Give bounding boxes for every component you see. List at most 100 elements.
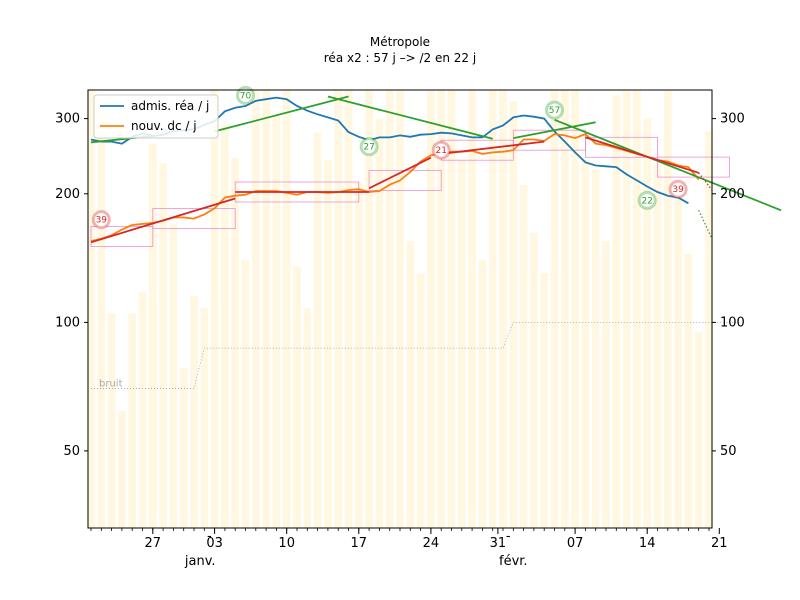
background-bar (571, 90, 579, 528)
background-bar (334, 90, 342, 528)
background-bar (355, 183, 363, 528)
annotation-bubble: 70 (236, 85, 255, 105)
background-bar (674, 193, 682, 529)
background-bar (684, 253, 693, 528)
background-bar (365, 90, 373, 528)
annotation-label: 70 (240, 91, 252, 101)
y-tick-label: 50 (63, 444, 80, 459)
trend-line (554, 118, 782, 212)
background-bar (396, 90, 404, 528)
x-tick-label: 17 (351, 536, 368, 551)
background-bar (416, 273, 425, 528)
y-tick-label: 50 (720, 444, 737, 459)
background-bar (561, 90, 569, 528)
background-bar (509, 100, 518, 529)
weekly-box (152, 208, 236, 230)
background-bar (200, 308, 209, 528)
x-month-label: févr. (499, 554, 528, 569)
background-bar (427, 90, 435, 528)
annotation-bubble: 39 (668, 179, 688, 199)
background-bar (375, 118, 384, 528)
background-bar (252, 90, 260, 528)
x-tick-label: 31 (490, 536, 507, 551)
background-bar (169, 223, 178, 528)
weekly-box (585, 136, 658, 158)
annotation-bubble: 21 (431, 140, 451, 160)
background-bar (458, 160, 466, 528)
annotation-label: 27 (363, 143, 374, 153)
background-bar (488, 90, 497, 528)
x-tick-label: 27 (145, 536, 162, 551)
extrapolation-line (698, 172, 713, 191)
background-bar (694, 331, 703, 528)
background-bar (406, 241, 415, 528)
series-line-dc (90, 133, 700, 242)
background-bar (540, 273, 548, 528)
legend-label-rea: admis. réa / j (131, 99, 209, 113)
background-bar (221, 124, 229, 529)
legend-frame (93, 94, 219, 139)
x-tick-label: 03 (206, 536, 223, 551)
background-bar (664, 90, 672, 528)
background-bar (303, 308, 312, 528)
noise-line (91, 321, 740, 389)
background-bar (612, 95, 621, 529)
background-bar (344, 90, 353, 528)
chart-title: Métropole (370, 35, 430, 49)
background-bar (159, 163, 167, 528)
background-bar (231, 157, 239, 528)
y-tick-label: 100 (720, 315, 745, 330)
background-bar (241, 260, 250, 528)
background-bar (313, 132, 322, 528)
background-bar (468, 90, 476, 528)
background-bar (179, 368, 188, 528)
background-bar (210, 90, 219, 528)
legend-label-dc: nouv. dc / j (131, 119, 197, 133)
background-bar (282, 90, 291, 528)
annotation-label: 39 (96, 216, 108, 226)
background-bar (530, 232, 538, 528)
y-axis-right: 50 100 200 300 (712, 112, 745, 459)
background-bar (705, 131, 713, 528)
background-bar (581, 160, 590, 528)
annotation-bubble: 27 (359, 137, 379, 157)
background-bar (591, 169, 600, 528)
noise-layer: bruit (91, 321, 740, 390)
x-tick-label: - (207, 529, 212, 544)
background-bar (97, 100, 106, 529)
annotation-label: 57 (549, 106, 560, 116)
weekly-box (657, 156, 730, 178)
background-bar (190, 296, 198, 528)
x-tick-label: - (506, 529, 511, 544)
x-month-label: janv. (184, 554, 216, 569)
annotation-bubble: 39 (91, 210, 111, 230)
x-tick-label: 10 (278, 536, 295, 551)
trend-line (513, 121, 596, 139)
chart-subtitle: réa x2 : 57 j –> /2 en 22 j (324, 51, 476, 65)
x-tick-label: 24 (423, 536, 440, 551)
weekly-box (90, 225, 154, 247)
background-bar (633, 90, 641, 528)
background-bar (643, 118, 651, 528)
background-bar (550, 90, 559, 528)
y-tick-label: 100 (55, 315, 80, 330)
x-tick-label: 14 (639, 536, 656, 551)
y-tick-label: 300 (55, 112, 80, 127)
background-bar (149, 143, 157, 528)
annotations-layer: 39 70 27 21 57 22 39 (91, 85, 688, 230)
trend-line (585, 136, 699, 174)
trend-line (214, 95, 349, 133)
y-tick-label: 300 (720, 112, 745, 127)
background-bar (437, 90, 445, 528)
background-bar (324, 160, 332, 528)
x-tick-label: 07 (567, 536, 584, 551)
background-bar (499, 90, 507, 528)
background-bar (128, 313, 136, 528)
background-bar (138, 291, 147, 528)
background-bar (118, 411, 126, 528)
background-bar (653, 163, 662, 528)
background-bar (447, 90, 456, 528)
y-tick-label: 200 (720, 187, 745, 202)
